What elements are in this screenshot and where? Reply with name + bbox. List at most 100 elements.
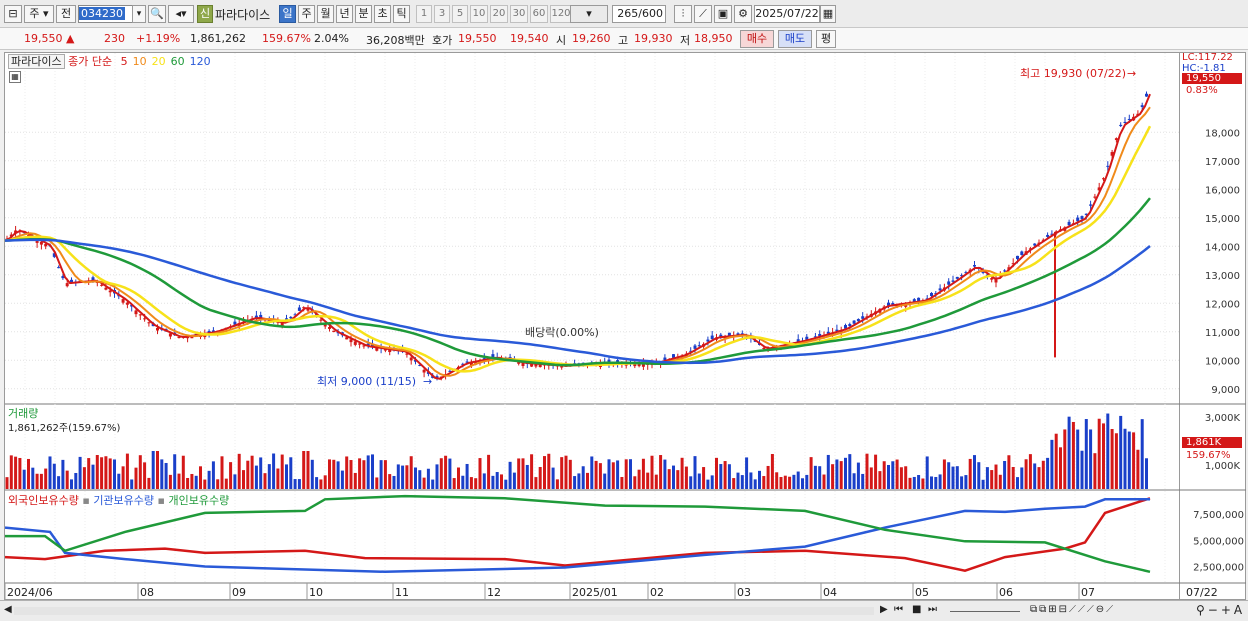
buy-button[interactable]: 매수 [740, 30, 774, 48]
candle-body [70, 279, 73, 283]
candle-body [938, 288, 942, 291]
volume-bar [573, 476, 577, 489]
zoom-controls-icon[interactable]: ⚲−+A [1196, 603, 1246, 617]
volume-bar [1106, 413, 1110, 489]
volume-bar [242, 470, 245, 489]
candle-body [280, 322, 284, 326]
candle-body [861, 316, 865, 319]
tab-second[interactable]: 초 [374, 5, 391, 23]
volume-legend: 거래량 [8, 405, 38, 421]
volume-bar [1063, 429, 1067, 489]
eval-button[interactable]: 평 [816, 30, 836, 48]
candle-body [375, 347, 379, 351]
volume-bar [805, 474, 809, 489]
x-axis-label: 11 [395, 586, 409, 599]
stock-code-input[interactable]: 034230 [78, 5, 146, 23]
candle-body [1114, 138, 1118, 141]
sin-button[interactable]: 신 [197, 5, 213, 23]
settings-gear-icon[interactable]: ⚙ [734, 5, 752, 23]
volume-bar [1097, 418, 1101, 489]
volume-bar [1140, 419, 1144, 489]
zoom-slider[interactable] [950, 611, 1020, 612]
volume-bar [229, 462, 233, 489]
candle-body [104, 287, 108, 290]
volume-bar [891, 461, 895, 489]
volume-bar [1076, 429, 1080, 489]
candle-type-icon[interactable]: ⫶ [674, 5, 692, 23]
volume-bar [1054, 433, 1058, 489]
volume-bar [1050, 439, 1054, 489]
speaker-icon[interactable]: ◂▾ [168, 5, 194, 23]
volume-bar [667, 469, 671, 489]
volume-bar [349, 460, 353, 489]
scroll-right-icon[interactable]: ▶ [880, 604, 888, 615]
search-icon[interactable]: 🔍 [148, 5, 166, 23]
volume-bar [388, 474, 392, 489]
volume-bar [770, 454, 774, 489]
volume-bar [577, 473, 581, 489]
stop-icon[interactable]: ■ [912, 604, 922, 615]
volume-bar [383, 460, 387, 489]
chart-area[interactable]: 2024/06 08 09 10 11 12 2025/01 02 03 04 05 06 07 최고 1… [4, 52, 1181, 601]
low-price: 18,950 [694, 32, 733, 45]
candle-body [57, 267, 61, 269]
interval-120[interactable]: 120 [550, 5, 572, 23]
candle-body [964, 272, 968, 274]
high-price: 19,930 [634, 32, 673, 45]
volume-bar [942, 459, 946, 489]
interval-10[interactable]: 10 [470, 5, 488, 23]
volume-bar [164, 462, 168, 489]
calendar-icon[interactable]: ▦ [820, 5, 836, 23]
candle-body [147, 322, 151, 324]
scroll-left-icon[interactable]: ◀ [4, 604, 12, 615]
tab-day[interactable]: 일 [279, 5, 296, 23]
interval-5[interactable]: 5 [452, 5, 468, 23]
window-icon[interactable]: ⊟ [4, 5, 22, 23]
fast-forward-icon[interactable]: ⏭ [928, 604, 937, 615]
chart-tools-icon[interactable]: ⧉⧉⊞⊟⟋⟋⟋⊖⟋ [1030, 604, 1116, 615]
interval-1[interactable]: 1 [416, 5, 432, 23]
candle-body [1097, 187, 1101, 191]
interval-60[interactable]: 60 [530, 5, 548, 23]
interval-3[interactable]: 3 [434, 5, 450, 23]
volume-bar [650, 455, 654, 489]
volume-bar [95, 455, 99, 489]
volume-bar [457, 467, 460, 489]
tab-minute[interactable]: 분 [355, 5, 372, 23]
high-arrow-icon: → [1127, 67, 1136, 80]
volume-bar [624, 459, 628, 489]
rewind-icon[interactable]: ⏮ [894, 604, 903, 615]
volume-bar [934, 476, 938, 489]
chart-canvas[interactable]: 2024/06 08 09 10 11 12 2025/01 02 03 04 05 06 07 최고 1… [4, 53, 1181, 601]
tab-month[interactable]: 월 [317, 5, 334, 23]
price-panel-legend: 파라다이스 종가 단순 5 10 20 60 120 [8, 53, 211, 69]
tab-week[interactable]: 주 [298, 5, 315, 23]
period-select[interactable]: 주 ▾ [24, 5, 54, 23]
grid-icon[interactable]: ▦ [9, 71, 21, 83]
tab-year[interactable]: 년 [336, 5, 353, 23]
candle-body [426, 372, 430, 374]
volume-bar [478, 458, 482, 489]
interval-20[interactable]: 20 [490, 5, 508, 23]
interval-dropdown[interactable]: ▾ [570, 5, 608, 23]
low-label: 저 [680, 34, 691, 47]
volume-bar [1119, 415, 1123, 489]
horizontal-scrollbar[interactable] [14, 607, 874, 615]
save-icon[interactable]: ▣ [714, 5, 732, 23]
code-dropdown-icon[interactable]: ▾ [132, 5, 146, 23]
prev-button[interactable]: 전 [56, 5, 76, 23]
volume-bar [216, 479, 220, 489]
tab-tick[interactable]: 틱 [393, 5, 410, 23]
interval-30[interactable]: 30 [510, 5, 528, 23]
low-annotation: 최저 9,000 (11/15) [317, 375, 416, 388]
holding-line-0 [4, 497, 1151, 572]
date-input[interactable]: 2025/07/22 [754, 5, 820, 23]
volume-bar [530, 454, 534, 489]
sell-button[interactable]: 매도 [778, 30, 812, 48]
data-count-input[interactable]: 265/600 [612, 5, 666, 23]
draw-tool-icon[interactable]: ⟋ [694, 5, 712, 23]
ma-period-10: 10 [132, 55, 147, 68]
volume-bar [960, 476, 964, 489]
volume-bar [181, 455, 185, 489]
volume-bar [495, 472, 499, 489]
